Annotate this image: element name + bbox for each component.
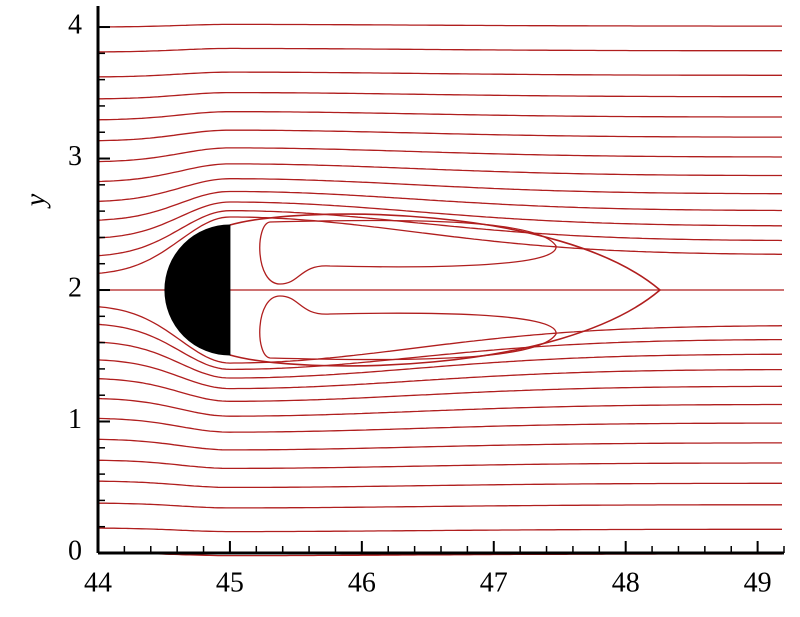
streamline	[97, 201, 782, 239]
streamline	[97, 306, 783, 364]
x-tick-label: 47	[480, 567, 508, 598]
cylinder-body	[164, 224, 231, 356]
streamline	[97, 323, 782, 371]
separatrix	[229, 213, 662, 367]
streamline	[98, 47, 782, 53]
streamline	[97, 216, 782, 275]
x-tick-label: 46	[348, 567, 376, 598]
y-tick-label: 3	[68, 141, 82, 172]
streamline	[97, 111, 782, 121]
streamline	[97, 178, 782, 203]
streamline	[97, 417, 782, 433]
streamline	[97, 341, 783, 379]
streamline	[97, 71, 782, 78]
streamline	[98, 91, 782, 100]
streamline	[97, 163, 782, 183]
recirculation-loop	[259, 295, 557, 361]
x-tick-label: 44	[84, 567, 112, 598]
y-axis-label: y	[20, 193, 51, 209]
streamline	[97, 210, 783, 257]
streamline	[98, 459, 782, 470]
streamline	[98, 527, 782, 533]
streamline	[98, 23, 782, 28]
streamline	[97, 147, 782, 163]
streamline	[97, 129, 782, 142]
streamline	[97, 359, 782, 390]
y-tick-label: 2	[68, 272, 82, 303]
y-tick-label: 0	[68, 535, 82, 566]
streamline	[98, 502, 782, 509]
x-tick-label: 48	[612, 567, 640, 598]
streamline	[97, 378, 783, 402]
streamline	[97, 438, 782, 451]
recirculation-loop	[259, 219, 557, 285]
streamline	[97, 397, 782, 417]
x-tick-label: 45	[216, 567, 244, 598]
x-tick-label: 49	[744, 567, 772, 598]
streamline	[97, 190, 782, 221]
y-tick-label: 4	[68, 9, 82, 40]
streamline	[98, 480, 782, 489]
y-tick-label: 1	[68, 404, 82, 435]
